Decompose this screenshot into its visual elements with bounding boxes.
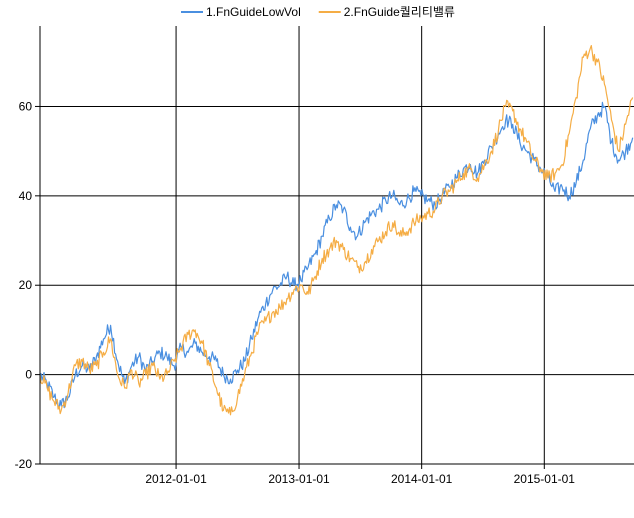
series-group	[39, 44, 634, 416]
legend-label-2: 2.FnGuide퀄리티밸류	[344, 5, 455, 19]
y-tick-label: 40	[19, 189, 33, 203]
legend: 1.FnGuideLowVol 2.FnGuide퀄리티밸류	[181, 5, 455, 19]
x-tick-label: 2015-01-01	[514, 472, 576, 486]
y-tick-label: 60	[19, 99, 33, 113]
gridlines	[40, 26, 634, 465]
y-tick-label: 20	[19, 278, 33, 292]
x-tick-label: 2013-01-01	[268, 472, 330, 486]
y-tick-label: -20	[15, 457, 33, 471]
x-tick-label: 2012-01-01	[145, 472, 207, 486]
legend-label-1: 1.FnGuideLowVol	[206, 5, 301, 19]
y-tick-label: 0	[25, 368, 32, 382]
axes: -20 0 20 40 60 2012-01-01 2013-01-01 2014-01-01…	[15, 26, 576, 486]
x-tick-label: 2014-01-01	[391, 472, 453, 486]
series-line-2	[39, 44, 634, 416]
